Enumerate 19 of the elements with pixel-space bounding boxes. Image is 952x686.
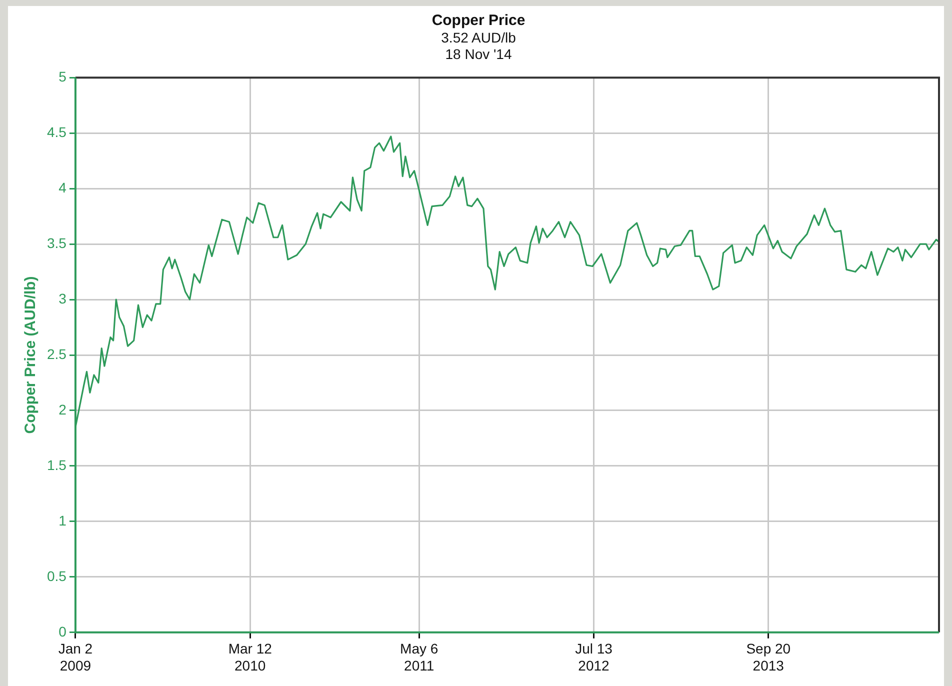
y-tick-label: 4.5 — [46, 124, 67, 140]
y-tick-label: 4 — [58, 179, 67, 196]
x-tick-label: Jan 2 2009 — [58, 640, 93, 674]
y-axis-title: Copper Price (AUD/lb) — [22, 276, 40, 434]
y-tick-label: 2.5 — [46, 346, 67, 362]
chart-subtitle: 3.52 AUD/lb 18 Nov '14 — [441, 29, 516, 62]
x-tick-label: Sep 20 2013 — [746, 640, 791, 674]
chart-title: Copper Price — [432, 12, 526, 30]
y-tick-label: 1.5 — [46, 456, 67, 473]
y-tick-label: 2 — [58, 401, 67, 418]
x-tick-label: Jul 13 2012 — [575, 640, 613, 674]
y-tick-label: 5 — [58, 68, 67, 84]
y-tick-label: 1 — [58, 512, 67, 528]
y-tick-label: 3.5 — [46, 234, 67, 251]
y-tick-label: 3 — [58, 290, 67, 306]
x-tick-label: Mar 12 2010 — [228, 640, 272, 674]
y-tick-label: 0 — [58, 623, 67, 640]
y-tick-label: 0.5 — [46, 568, 67, 584]
x-tick-label: May 6 2011 — [400, 640, 438, 674]
